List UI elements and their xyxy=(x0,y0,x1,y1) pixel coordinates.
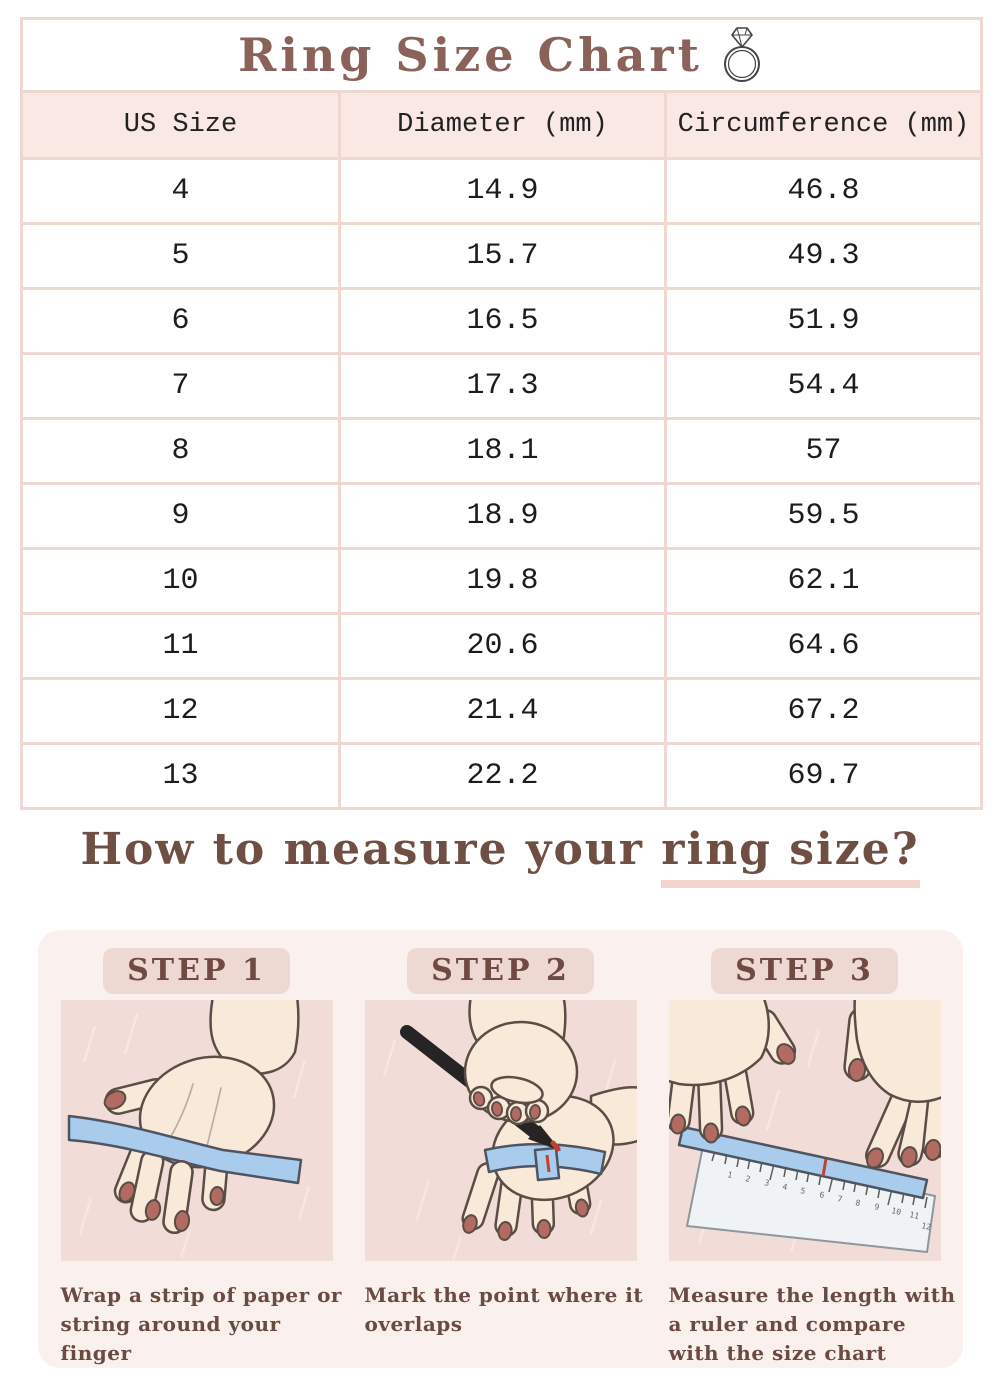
table-cell: 19.8 xyxy=(338,547,667,615)
table-cell: 46.8 xyxy=(664,157,983,225)
table-cell: 64.6 xyxy=(664,612,983,680)
heading-underlined: ring size? xyxy=(661,824,920,888)
svg-text:9: 9 xyxy=(873,1202,880,1212)
svg-text:6: 6 xyxy=(818,1190,825,1200)
svg-text:8: 8 xyxy=(854,1198,861,1208)
table-cell: 59.5 xyxy=(664,482,983,550)
svg-text:2: 2 xyxy=(744,1174,751,1184)
title-inner: Ring Size Chart xyxy=(23,25,980,85)
svg-text:11: 11 xyxy=(908,1210,919,1221)
svg-text:3: 3 xyxy=(763,1178,770,1188)
diamond-ring-icon xyxy=(723,27,760,82)
column-header-diameter: Diameter (mm) xyxy=(338,90,667,160)
table-title-row: Ring Size Chart xyxy=(20,17,983,93)
table-cell: 21.4 xyxy=(338,677,667,745)
table-cell: 18.1 xyxy=(338,417,667,485)
table-cell: 13 xyxy=(20,742,341,810)
svg-text:1: 1 xyxy=(726,1170,733,1180)
table-row: 9 18.9 59.5 xyxy=(20,482,983,550)
table-row: 12 21.4 67.2 xyxy=(20,677,983,745)
table-row: 10 19.8 62.1 xyxy=(20,547,983,615)
table-row: 4 14.9 46.8 xyxy=(20,157,983,225)
step-2-caption: Mark the point where it overlaps xyxy=(364,1283,644,1336)
step-3-badge: STEP 3 xyxy=(711,948,898,994)
hand-with-paper-strip-illustration xyxy=(60,1000,333,1261)
table-cell: 51.9 xyxy=(664,287,983,355)
column-header-us-size: US Size xyxy=(20,90,341,160)
table-row: 11 20.6 64.6 xyxy=(20,612,983,680)
heading-prefix: How to measure your xyxy=(80,824,662,875)
step-card-1: STEP 1 xyxy=(60,948,341,1368)
step-2-badge: STEP 2 xyxy=(407,948,594,994)
svg-text:5: 5 xyxy=(799,1186,806,1196)
table-cell: 67.2 xyxy=(664,677,983,745)
table-cell: 7 xyxy=(20,352,341,420)
table-cell: 10 xyxy=(20,547,341,615)
table-cell: 18.9 xyxy=(338,482,667,550)
table-cell: 20.6 xyxy=(338,612,667,680)
pen-marking-strip-illustration xyxy=(364,1000,637,1261)
ring-size-table: Ring Size Chart US Size Diameter (mm) Ci… xyxy=(20,17,983,810)
table-row: 7 17.3 54.4 xyxy=(20,352,983,420)
table-cell: 62.1 xyxy=(664,547,983,615)
step-1-badge: STEP 1 xyxy=(103,948,290,994)
section-heading: How to measure your ring size? xyxy=(0,824,1000,888)
svg-text:7: 7 xyxy=(836,1194,843,1204)
step-1-caption: Wrap a strip of paper or string around y… xyxy=(60,1283,342,1365)
table-cell: 6 xyxy=(20,287,341,355)
svg-text:12: 12 xyxy=(920,1221,931,1232)
table-cell: 15.7 xyxy=(338,222,667,290)
step-card-2: STEP 2 xyxy=(364,948,643,1368)
svg-text:4: 4 xyxy=(781,1182,788,1192)
step-3-caption: Measure the length with a ruler and comp… xyxy=(668,1283,956,1365)
table-cell: 69.7 xyxy=(664,742,983,810)
table-cell: 54.4 xyxy=(664,352,983,420)
table-title-cell: Ring Size Chart xyxy=(20,17,983,93)
table-row: 8 18.1 57 xyxy=(20,417,983,485)
table-cell: 57 xyxy=(664,417,983,485)
ruler-measuring-strip-illustration: 1 2 3 4 5 6 7 8 9 10 11 12 xyxy=(668,1000,941,1261)
table-cell: 8 xyxy=(20,417,341,485)
table-cell: 11 xyxy=(20,612,341,680)
ruler-scale-numbers: 1 2 3 4 5 6 7 8 9 10 11 12 xyxy=(726,1170,931,1232)
table-cell: 22.2 xyxy=(338,742,667,810)
steps-panel: STEP 1 xyxy=(38,930,963,1368)
step-card-3: STEP 3 1 2 3 4 5 6 7 8 9 10 1 xyxy=(668,948,955,1368)
table-row: 6 16.5 51.9 xyxy=(20,287,983,355)
table-cell: 49.3 xyxy=(664,222,983,290)
table-header-row: US Size Diameter (mm) Circumference (mm) xyxy=(20,90,983,160)
svg-text:10: 10 xyxy=(890,1206,901,1217)
table-row: 5 15.7 49.3 xyxy=(20,222,983,290)
table-cell: 17.3 xyxy=(338,352,667,420)
column-header-circumference: Circumference (mm) xyxy=(664,90,983,160)
table-cell: 12 xyxy=(20,677,341,745)
table-cell: 14.9 xyxy=(338,157,667,225)
page-title: Ring Size Chart xyxy=(238,28,703,82)
table-row: 13 22.2 69.7 xyxy=(20,742,983,810)
table-cell: 16.5 xyxy=(338,287,667,355)
table-cell: 9 xyxy=(20,482,341,550)
table-cell: 5 xyxy=(20,222,341,290)
table-cell: 4 xyxy=(20,157,341,225)
